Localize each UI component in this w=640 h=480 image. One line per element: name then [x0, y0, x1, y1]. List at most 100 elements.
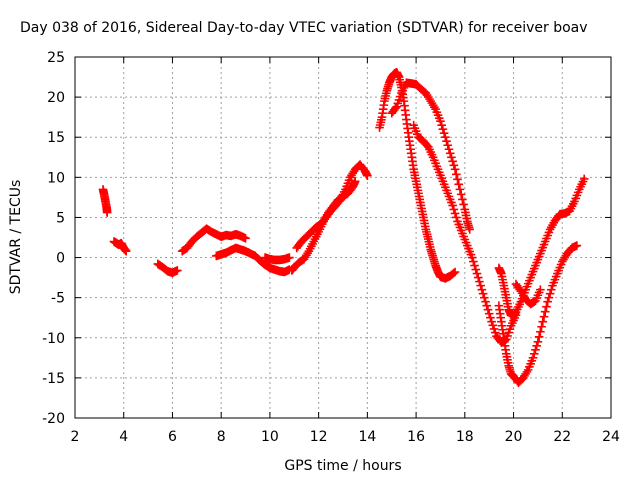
x-tick-label: 4: [119, 429, 128, 445]
x-axis-label: GPS time / hours: [284, 458, 401, 474]
data-point: [536, 327, 545, 337]
data-point: [447, 152, 456, 162]
data-point: [467, 253, 477, 262]
data-point: [472, 269, 482, 278]
data-point: [449, 161, 459, 170]
data-point: [477, 285, 487, 294]
x-tick-label: 10: [261, 429, 279, 445]
x-tick-label: 22: [553, 429, 571, 445]
x-tick-label: 14: [358, 429, 376, 445]
x-tick-label: 6: [168, 429, 177, 445]
data-point: [451, 170, 461, 179]
data-point: [478, 289, 488, 298]
data-point: [544, 293, 554, 302]
y-tick-label: -5: [51, 291, 65, 307]
data-point: [539, 312, 549, 322]
series-arc-3: [153, 259, 182, 278]
data-point: [456, 190, 466, 199]
data-point: [532, 341, 541, 351]
data-point: [542, 302, 551, 311]
data-point: [393, 99, 403, 108]
data-point: [482, 301, 492, 310]
data-point: [487, 317, 496, 327]
data-point: [450, 165, 460, 174]
data-point: [473, 273, 483, 282]
x-tick-label: 16: [407, 429, 425, 445]
y-tick-label: 25: [47, 50, 65, 66]
data-point: [540, 307, 550, 317]
data-point: [438, 124, 448, 134]
x-tick-label: 12: [310, 429, 328, 445]
data-point: [394, 95, 404, 105]
data-point: [469, 257, 478, 266]
data-point: [241, 234, 250, 243]
series-arc-12: [494, 174, 589, 321]
data-point: [441, 132, 450, 142]
data-point: [448, 201, 457, 210]
chart-title: Day 038 of 2016, Sidereal Day-to-day VTE…: [20, 20, 588, 36]
data-point: [471, 265, 481, 274]
y-tick-label: -15: [42, 371, 65, 387]
data-point: [450, 267, 460, 277]
data-point: [579, 174, 589, 184]
data-point: [505, 324, 515, 334]
data-point: [480, 293, 489, 302]
data-point: [534, 332, 544, 342]
data-point: [350, 177, 360, 186]
data-point: [395, 92, 405, 101]
data-point: [445, 148, 455, 158]
data-point: [449, 205, 459, 214]
x-tick-label: 20: [505, 429, 523, 445]
data-point: [486, 313, 495, 323]
series-arc-13: [494, 241, 582, 388]
y-tick-label: -10: [42, 331, 65, 347]
data-point: [483, 305, 493, 314]
data-point: [528, 353, 538, 363]
data-point: [442, 136, 451, 146]
data-point: [481, 297, 490, 306]
data-point: [484, 309, 494, 319]
data-point: [531, 345, 540, 355]
x-tick-label: 24: [602, 429, 620, 445]
data-point: [121, 246, 131, 256]
data-point: [572, 241, 582, 250]
series-arc-9: [375, 67, 460, 283]
data-point: [545, 289, 555, 298]
y-tick-label: -20: [42, 411, 65, 427]
x-tick-label: 8: [217, 429, 226, 445]
data-point: [443, 140, 453, 150]
data-point: [475, 277, 484, 286]
data-point: [173, 266, 182, 275]
data-point: [547, 285, 556, 294]
data-point: [453, 175, 462, 184]
series-arc-5: [212, 243, 294, 277]
data-point: [470, 261, 479, 270]
series-arc-1: [98, 185, 112, 217]
series-arc-4: [177, 224, 250, 256]
data-point: [444, 144, 454, 154]
y-tick-label: 15: [47, 130, 65, 146]
x-tick-label: 2: [71, 429, 80, 445]
data-point: [533, 337, 543, 347]
data-point: [537, 322, 546, 332]
data-point: [538, 317, 548, 327]
plot-frame: [74, 56, 612, 419]
data-point: [454, 180, 464, 189]
data-point: [536, 285, 545, 294]
data-point: [543, 297, 552, 306]
data-point: [437, 120, 446, 130]
data-point: [488, 321, 498, 330]
data-point: [489, 324, 499, 334]
data-point: [449, 268, 459, 278]
data-point: [439, 128, 449, 138]
x-tick-label: 18: [456, 429, 474, 445]
axis-ticks: 2 4 6 8 10 12 14 16 18 20 22 24-20-15-10-5051015202…: [42, 50, 620, 445]
y-tick-label: 5: [56, 210, 65, 226]
data-point: [529, 349, 539, 359]
data-point: [102, 208, 112, 217]
series-arc-6: [260, 253, 294, 265]
data-point: [285, 253, 294, 262]
data-point: [450, 209, 460, 218]
data-point: [451, 213, 461, 222]
